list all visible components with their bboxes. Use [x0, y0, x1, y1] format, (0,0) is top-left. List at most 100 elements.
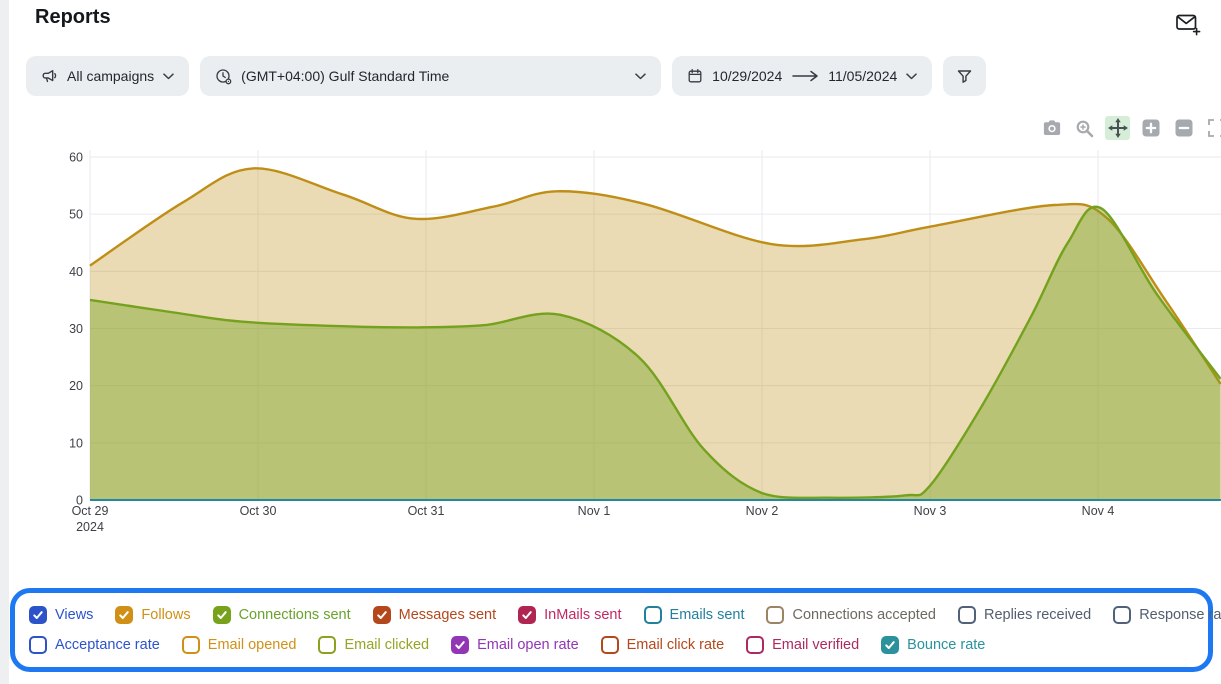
left-edge-panel — [0, 0, 9, 684]
emails-sent-checkbox — [643, 606, 662, 625]
follows-label: Follows — [141, 607, 191, 624]
funnel-icon — [958, 69, 972, 83]
line-follows — [89, 167, 1221, 385]
email-verified-label: Email verified — [772, 636, 860, 653]
pan-mode-button[interactable] — [1105, 116, 1130, 140]
checkmark-icon — [216, 611, 227, 620]
legend-item-connections-accepted[interactable]: Connections accepted — [766, 606, 936, 625]
campaigns-filter-label: All campaigns — [67, 68, 155, 84]
legend-item-views[interactable]: Views — [29, 606, 93, 625]
timezone-filter[interactable]: (GMT+04:00) Gulf Standard Time — [200, 56, 662, 96]
x-tick-label: Oct 30 — [240, 504, 277, 518]
inmails-sent-checkbox — [518, 606, 537, 625]
inmails-sent-label: InMails sent — [544, 607, 622, 624]
date-range-start: 10/29/2024 — [712, 68, 783, 84]
legend-item-email-verified[interactable]: Email verified — [746, 635, 860, 654]
email-click-rate-checkbox — [600, 635, 619, 654]
legend-item-email-clicked[interactable]: Email clicked — [318, 635, 430, 654]
acceptance-rate-label: Acceptance rate — [55, 636, 160, 653]
campaigns-filter[interactable]: All campaigns — [26, 56, 190, 96]
y-tick-label: 20 — [69, 379, 83, 393]
metrics-legend: Views Follows Connections sent Messages sen… — [10, 588, 1221, 672]
line-connections-sent — [89, 205, 1221, 500]
area-follows — [90, 168, 1221, 500]
views-checkbox — [29, 606, 47, 625]
x-tick-sublabel: 2024 — [76, 520, 104, 534]
y-tick-label: 40 — [69, 265, 83, 279]
checkmark-icon — [376, 611, 387, 620]
emails-sent-label: Emails sent — [669, 607, 745, 624]
replies-received-label: Replies received — [983, 607, 1092, 624]
legend-item-emails-sent[interactable]: Emails sent — [643, 606, 745, 625]
legend-row: Views Follows Connections sent Messages sen… — [29, 606, 1221, 625]
email-opened-checkbox — [181, 635, 200, 654]
messages-sent-label: Messages sent — [398, 607, 497, 624]
legend-item-acceptance-rate[interactable]: Acceptance rate — [29, 635, 160, 654]
email-opened-label: Email opened — [207, 636, 297, 653]
zoom-mode-button[interactable] — [1072, 116, 1097, 140]
bounce-rate-checkbox — [881, 635, 900, 654]
zoom-out-button[interactable] — [1171, 116, 1196, 140]
replies-received-checkbox — [957, 606, 976, 625]
bounce-rate-label: Bounce rate — [907, 636, 986, 653]
acceptance-rate-checkbox — [29, 635, 47, 654]
page-title: Reports — [35, 6, 111, 28]
checkmark-icon — [119, 611, 130, 620]
filter-bar: All campaigns (GMT+04:00) Gulf Standard … — [26, 56, 987, 96]
x-tick-label: Oct 29 — [72, 504, 109, 518]
checkmark-icon — [455, 640, 465, 649]
messages-sent-checkbox — [372, 606, 391, 625]
x-tick-label: Nov 3 — [914, 504, 947, 518]
autoscale-button[interactable] — [1204, 116, 1221, 140]
autoscale-icon — [1207, 119, 1221, 137]
connections-accepted-checkbox — [766, 606, 785, 625]
chevron-down-icon — [635, 72, 646, 79]
email-clicked-label: Email clicked — [344, 636, 430, 653]
legend-item-email-click-rate[interactable]: Email click rate — [600, 635, 725, 654]
legend-row: Acceptance rate Email opened Email clicked… — [29, 635, 1198, 654]
legend-item-email-opened[interactable]: Email opened — [181, 635, 297, 654]
checkmark-icon — [33, 611, 43, 620]
x-tick-label: Nov 4 — [1082, 504, 1115, 518]
connections-sent-checkbox — [212, 606, 231, 625]
response-rate-checkbox — [1113, 606, 1132, 625]
camera-icon — [1043, 120, 1060, 135]
zoom-in-icon — [1142, 119, 1159, 137]
envelope-plus-icon — [1176, 14, 1201, 36]
pan-arrows-icon — [1107, 118, 1128, 138]
legend-item-response-rate[interactable]: Response rate — [1113, 606, 1221, 625]
megaphone-icon — [42, 69, 57, 82]
email-click-rate-label: Email click rate — [626, 636, 725, 653]
legend-item-messages-sent[interactable]: Messages sent — [372, 606, 497, 625]
timezone-filter-label: (GMT+04:00) Gulf Standard Time — [241, 68, 450, 84]
legend-item-replies-received[interactable]: Replies received — [957, 606, 1092, 625]
y-tick-label: 30 — [69, 322, 83, 336]
checkmark-icon — [885, 640, 895, 649]
legend-item-follows[interactable]: Follows — [115, 606, 191, 625]
legend-item-inmails-sent[interactable]: InMails sent — [518, 606, 622, 625]
zoom-in-button[interactable] — [1138, 116, 1163, 140]
download-plot-button[interactable] — [1039, 116, 1064, 140]
checkmark-icon — [522, 611, 532, 620]
email-clicked-checkbox — [318, 635, 337, 654]
email-open-rate-label: Email open rate — [477, 636, 579, 653]
legend-item-connections-sent[interactable]: Connections sent — [212, 606, 351, 625]
chart-plot[interactable]: 0 10 20 30 40 50 60 Oct 29 2024 Oct 30 Oct 31 Nov 1… — [0, 140, 1221, 540]
filter-button[interactable] — [943, 56, 987, 96]
area-connections-sent — [90, 206, 1221, 500]
legend-item-bounce-rate[interactable]: Bounce rate — [881, 635, 986, 654]
response-rate-label: Response rate — [1139, 607, 1221, 624]
connections-sent-label: Connections sent — [238, 607, 351, 624]
magnifier-icon — [1076, 120, 1094, 137]
legend-item-email-open-rate[interactable]: Email open rate — [451, 635, 579, 654]
y-tick-label: 60 — [69, 151, 83, 165]
y-tick-label: 50 — [69, 208, 83, 222]
x-tick-label: Oct 31 — [408, 504, 445, 518]
email-open-rate-checkbox — [451, 635, 470, 654]
mail-plus-button[interactable] — [1171, 8, 1205, 40]
chevron-down-icon — [906, 72, 918, 79]
date-range-end: 11/05/2024 — [828, 68, 898, 84]
timezone-clock-icon — [216, 68, 232, 84]
date-range-filter[interactable]: 10/29/2024 11/05/2024 — [672, 56, 933, 96]
